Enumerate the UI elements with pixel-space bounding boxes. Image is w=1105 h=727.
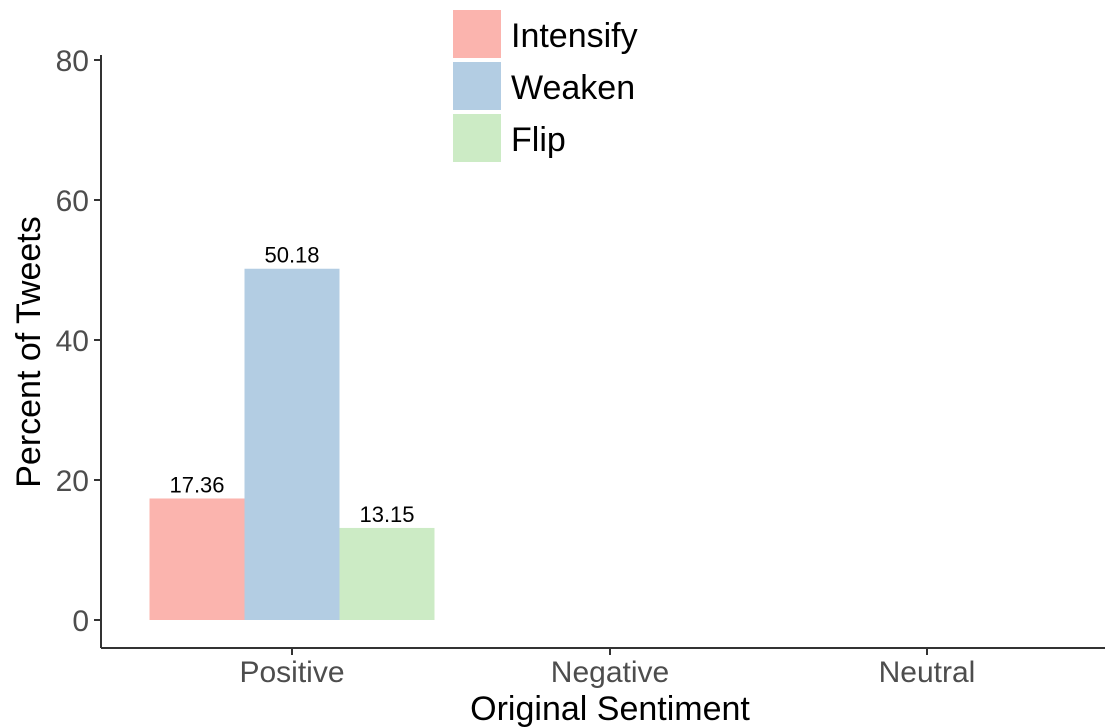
y-tick-label: 20	[56, 465, 89, 498]
data-label: 17.36	[169, 472, 224, 497]
legend-key	[453, 114, 501, 162]
legend-key	[453, 62, 501, 110]
bar-weaken-positive	[244, 268, 340, 620]
x-axis: Positive Negative Neutral	[101, 647, 1105, 689]
bar-intensify-positive	[149, 498, 245, 620]
x-tick-label: Positive	[239, 656, 344, 689]
bars	[149, 268, 435, 620]
x-axis-title: Original Sentiment	[470, 690, 750, 727]
data-label: 50.18	[264, 243, 319, 268]
y-axis-title: Percent of Tweets	[10, 216, 48, 488]
data-labels: 17.36 50.18 13.15	[169, 243, 414, 527]
y-tick-label: 80	[56, 45, 89, 78]
x-tick-label: Neutral	[879, 656, 976, 689]
x-tick-label: Negative	[551, 656, 669, 689]
legend-label: Intensify	[511, 17, 638, 55]
y-tick-label: 60	[56, 185, 89, 218]
legend: Intensify Weaken Flip	[453, 10, 638, 162]
legend-label: Weaken	[511, 69, 635, 107]
y-tick-label: 40	[56, 325, 89, 358]
legend-key	[453, 10, 501, 58]
data-label: 13.15	[359, 502, 414, 527]
y-tick-label: 0	[72, 605, 89, 638]
bar-flip-positive	[339, 527, 435, 620]
legend-label: Flip	[511, 121, 566, 159]
y-axis: 0 20 40 60 80	[56, 45, 102, 648]
